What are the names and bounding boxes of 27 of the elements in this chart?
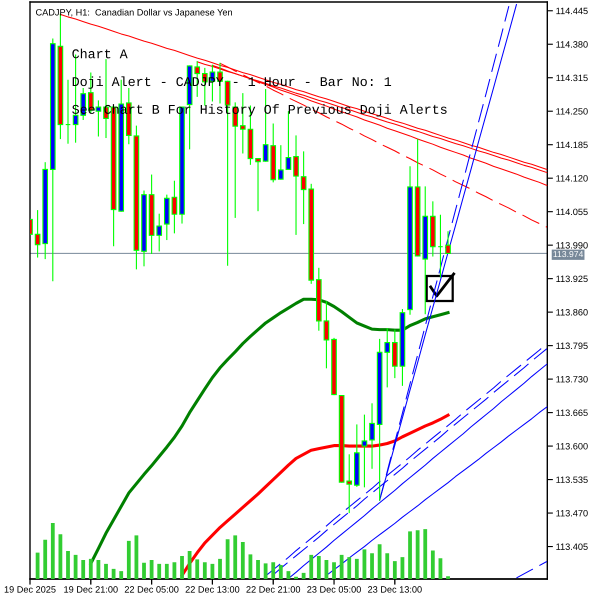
y-tick-label: 113.795 [556, 342, 588, 350]
y-tick-label: 114.185 [556, 142, 588, 148]
ref-line-label: 113.974 [554, 251, 584, 258]
x-tick-label: 22 Dec 05:00 [124, 586, 179, 593]
x-tick-label: 19 Dec 21:00 [64, 586, 118, 593]
annotation: Chart A [72, 48, 128, 58]
y-tick-label: 114.445 [556, 8, 588, 14]
y-tick-label: 113.860 [556, 309, 588, 316]
y-tick-label: 114.055 [556, 208, 588, 216]
y-tick-label: 113.925 [556, 276, 588, 282]
x-tick-label: 23 Dec 13:00 [368, 586, 422, 593]
x-tick-label: 22 Dec 13:00 [186, 586, 240, 593]
y-tick-label: 114.380 [556, 41, 588, 48]
x-tick-label: 19 Dec 2025 [4, 586, 56, 593]
y-tick-label: 113.990 [556, 242, 588, 249]
text: CADJPY, H1: Canadian Dollar vs Japanese Yen [36, 8, 232, 18]
y-tick-label: 113.730 [556, 376, 588, 383]
y-tick-label: 114.250 [556, 108, 588, 115]
x-tick-label: 23 Dec 05:00 [307, 586, 361, 593]
y-tick-label: 113.600 [556, 443, 588, 450]
y-tick-label: 113.405 [556, 543, 588, 550]
y-tick-label: 114.120 [556, 175, 588, 182]
y-tick-label: 113.535 [556, 476, 588, 483]
y-tick-label: 113.470 [556, 510, 588, 516]
y-tick-label: 113.665 [556, 410, 588, 416]
x-tick-label: 22 Dec 21:00 [246, 586, 300, 593]
y-tick-label: 114.315 [556, 74, 588, 82]
